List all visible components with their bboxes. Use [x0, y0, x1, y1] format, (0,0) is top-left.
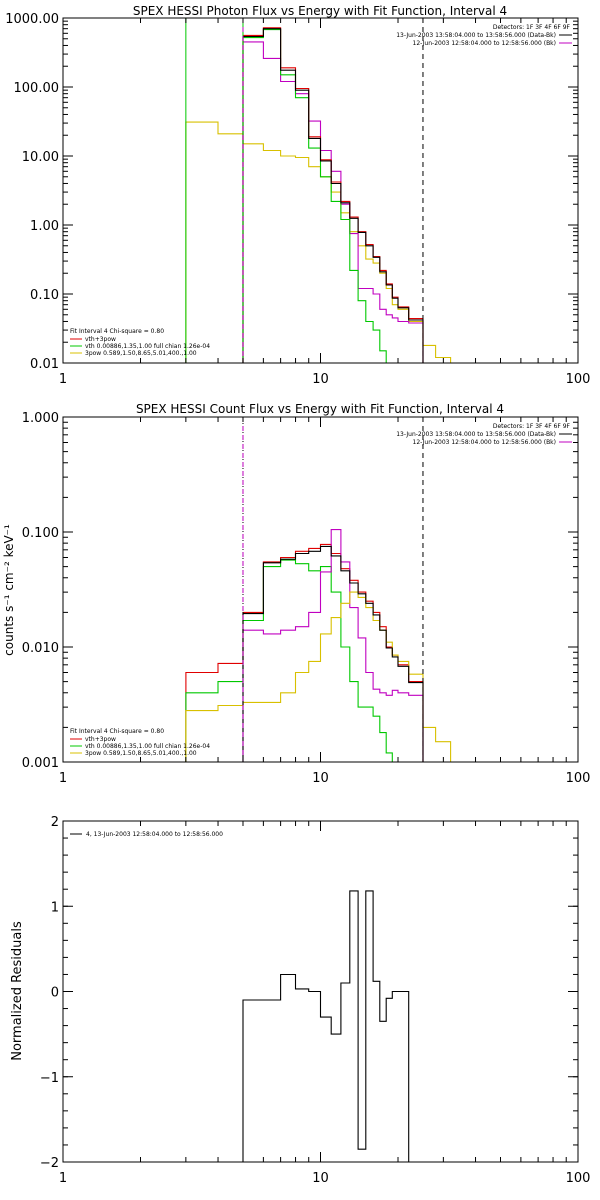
count-flux-x-tick-label: 10	[312, 771, 329, 786]
residuals-x-ticks: 1 10 100	[59, 821, 591, 1186]
photon-flux-plot-frame	[62, 17, 579, 364]
residuals-y-tick-label: 0	[51, 986, 59, 1001]
residuals-panel: Normalized Residuals 1 10 100 −2 −1 0 1 2 4, 1…	[10, 815, 590, 1186]
count-flux-series-0	[185, 543, 424, 762]
residuals-legend: 4, 13-Jun-2003 12:58:04.000 to 12:58:56.…	[70, 831, 223, 838]
residuals-y-tick-label: −1	[40, 1071, 59, 1086]
count-flux-series	[185, 529, 452, 763]
photon-flux-y-tick-label: 0.10	[30, 288, 59, 303]
residuals-y-ticks: −2 −1 0 1 2	[40, 815, 578, 1171]
count-flux-legend-top: 13-Jun-2003 13:58:04.000 to 13:58:56.000…	[396, 431, 572, 446]
count-flux-series-2	[242, 529, 424, 762]
photon-flux-legend-3pow: 3pow 0.589,1.50,8.65,5.01,400.,1.00	[85, 350, 197, 357]
residuals-series	[242, 890, 410, 1162]
residuals-x-tick-label: 10	[312, 1171, 329, 1186]
count-flux-y-tick-label: 0.010	[22, 641, 59, 656]
count-flux-x-tick-label: 1	[59, 771, 67, 786]
count-flux-fit-label: Fit Interval 4 Chi-square = 0.80	[70, 728, 164, 735]
residuals-series-0	[242, 890, 410, 1162]
count-flux-x-tick-label: 100	[566, 771, 591, 786]
count-flux-x-ticks: 1 10 100	[59, 417, 591, 786]
photon-flux-y-tick-label: 10.00	[22, 150, 59, 165]
count-flux-title: SPEX HESSI Count Flux vs Energy with Fit…	[136, 402, 504, 416]
count-flux-y-tick-label: 0.001	[22, 756, 59, 771]
photon-flux-legend-vth: vth 0.00886,1.35,1.00 full chian 1.26e-0…	[85, 343, 210, 350]
photon-flux-y-tick-label: 1000.00	[5, 12, 59, 27]
photon-flux-legend-bottom: Fit Interval 4 Chi-square = 0.80 vth+3po…	[70, 328, 210, 357]
photon-flux-y-tick-label: 100.00	[14, 81, 60, 96]
residuals-legend-label: 4, 13-Jun-2003 12:58:04.000 to 12:58:56.…	[86, 831, 223, 838]
count-flux-legend-bottom: Fit Interval 4 Chi-square = 0.80 vth+3po…	[70, 728, 210, 757]
photon-flux-fit-label: Fit Interval 4 Chi-square = 0.80	[70, 328, 164, 335]
count-flux-detectors-label: Detectors: 1F 3F 4F 6F 9F	[493, 423, 571, 430]
count-flux-legend-vth: vth 0.00886,1.35,1.00 full chian 1.26e-0…	[85, 743, 210, 750]
photon-flux-series-3	[242, 27, 424, 363]
residuals-x-tick-label: 100	[566, 1171, 591, 1186]
photon-flux-legend-bk: 12-Jun-2003 12:58:04.000 to 12:58:56.000…	[413, 40, 556, 47]
photon-flux-legend-top: 13-Jun-2003 13:58:04.000 to 13:58:56.000…	[396, 32, 572, 47]
count-flux-y-axis-label: counts s⁻¹ cm⁻² keV⁻¹	[2, 524, 16, 656]
residuals-x-tick-label: 1	[59, 1171, 67, 1186]
count-flux-y-ticks: 0.001 0.010 0.100 1.000	[22, 411, 578, 771]
count-flux-y-tick-label: 1.000	[22, 411, 59, 426]
photon-flux-y-ticks: 0.01 0.10 1.00 10.00 100.00 1000.00	[5, 12, 578, 372]
photon-flux-legend-data-bk: 13-Jun-2003 13:58:04.000 to 13:58:56.000…	[396, 32, 556, 39]
photon-flux-series	[185, 27, 452, 363]
residuals-y-tick-label: 1	[51, 900, 59, 915]
photon-flux-x-ticks: 1 10 100	[59, 18, 591, 387]
residuals-y-tick-label: 2	[51, 815, 59, 830]
count-flux-legend-3pow: 3pow 0.589,1.50,8.65,5.01,400.,1.00	[85, 750, 197, 757]
photon-flux-series-2	[242, 29, 387, 363]
count-flux-legend-data-bk: 13-Jun-2003 13:58:04.000 to 13:58:56.000…	[396, 431, 556, 438]
count-flux-legend-bk: 12-Jun-2003 12:58:04.000 to 12:58:56.000…	[413, 439, 556, 446]
photon-flux-x-tick-label: 1	[59, 372, 67, 387]
count-flux-series-4	[242, 545, 424, 762]
photon-flux-energy-markers	[185, 18, 424, 363]
photon-flux-series-1	[242, 41, 424, 363]
photon-flux-y-tick-label: 0.01	[30, 357, 59, 372]
count-flux-y-tick-label: 0.100	[22, 526, 59, 541]
photon-flux-detectors-label: Detectors: 1F 3F 4F 6F 9F	[493, 24, 571, 31]
count-flux-energy-markers	[242, 417, 424, 762]
residuals-y-axis-label: Normalized Residuals	[10, 921, 25, 1061]
count-flux-series-1	[185, 559, 423, 763]
photon-flux-legend-vth3pow: vth+3pow	[85, 336, 116, 343]
count-flux-legend-vth3pow: vth+3pow	[85, 736, 116, 743]
photon-flux-x-tick-label: 10	[312, 372, 329, 387]
photon-flux-series-4	[242, 28, 424, 363]
residuals-y-tick-label: −2	[40, 1156, 59, 1171]
count-flux-series-3	[185, 591, 452, 762]
photon-flux-y-tick-label: 1.00	[30, 219, 59, 234]
photon-flux-series-0	[185, 121, 452, 363]
count-flux-panel: SPEX HESSI Count Flux vs Energy with Fit…	[2, 402, 590, 786]
photon-flux-x-tick-label: 100	[566, 372, 591, 387]
photon-flux-panel: SPEX HESSI Photon Flux vs Energy with Fi…	[5, 4, 590, 387]
photon-flux-title: SPEX HESSI Photon Flux vs Energy with Fi…	[133, 4, 507, 18]
